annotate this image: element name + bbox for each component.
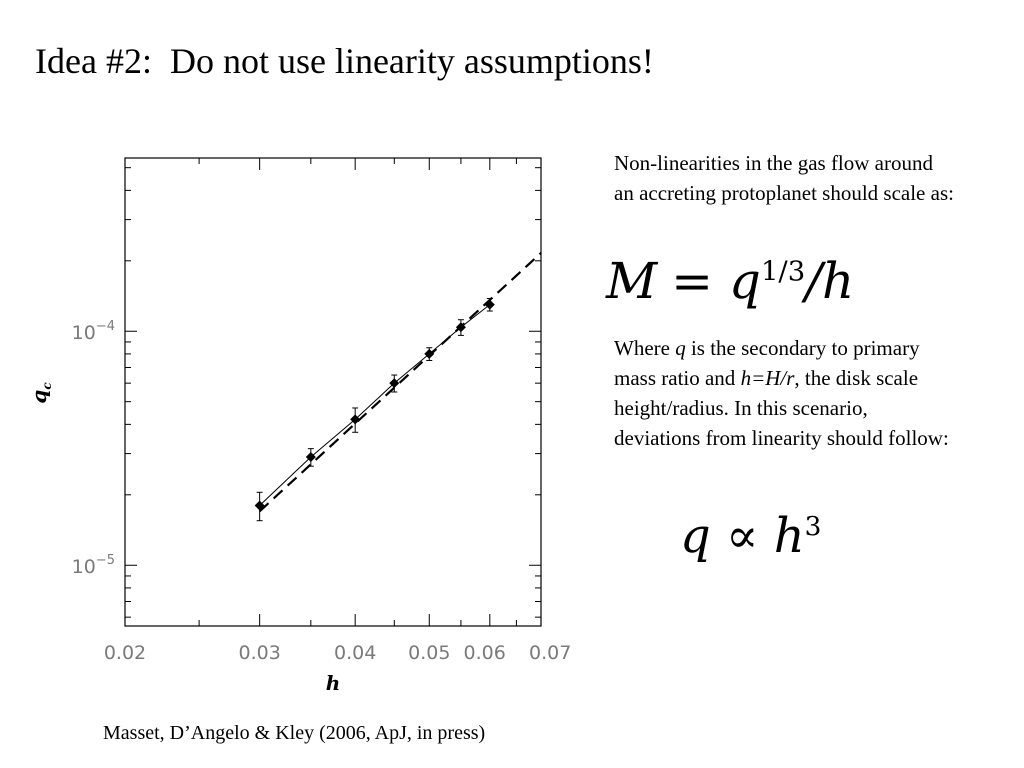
fit-line-group	[258, 252, 542, 513]
x-tick-labels: 0.02 0.03 0.04 0.05 0.06 0.07	[104, 642, 571, 664]
y-tick-label-exponent: −5	[96, 553, 115, 568]
equation-1-lhs: M	[606, 252, 657, 310]
x-tick-label: 0.04	[334, 642, 376, 664]
y-tick-label-exponent: −4	[96, 319, 115, 334]
data-point-diamond	[389, 378, 400, 389]
description-definitions: Where q is the secondary to primary mass…	[614, 333, 954, 453]
data-point-diamond	[424, 348, 435, 359]
description-2-q: q	[675, 336, 686, 360]
description-2-part2: is the secondary to primary mass ratio a…	[614, 336, 920, 390]
equation-1-exponent: 1/3	[760, 255, 806, 288]
x-tick-label: 0.07	[529, 642, 571, 664]
data-point-diamond	[254, 500, 265, 511]
data-point-diamond	[305, 452, 316, 463]
equation-proportionality: q ∝ h3	[680, 508, 821, 564]
equation-2-base: h	[773, 508, 805, 564]
svg-text:qc: qc	[27, 382, 54, 404]
plot-frame	[124, 157, 542, 627]
description-2-part1: Where	[614, 336, 676, 360]
equation-1-equals: =	[671, 252, 714, 310]
axis-ticks	[124, 158, 542, 626]
y-tick-labels: 10−410−5	[72, 319, 115, 578]
data-point-diamond	[455, 322, 466, 333]
y-tick-label: 10−4	[72, 319, 115, 344]
y-tick-label: 10−5	[72, 553, 115, 578]
x-tick-label: 0.05	[408, 642, 450, 664]
equation-1-divisor: /h	[805, 252, 855, 310]
description-2-part3: , the disk scale height/radius. In this …	[614, 366, 949, 450]
x-axis-label: h	[326, 671, 341, 695]
equation-mach-number: M = q1/3/h	[606, 252, 854, 310]
x-tick-label: 0.06	[463, 642, 505, 664]
equation-2-lhs: q	[680, 508, 711, 564]
equation-1-base: q	[728, 252, 761, 310]
x-tick-label: 0.02	[104, 642, 146, 664]
fit-line-dashed	[258, 252, 542, 513]
data-point-diamond	[350, 414, 361, 425]
citation: Masset, D’Angelo & Kley (2006, ApJ, in p…	[103, 722, 486, 744]
description-nonlinearity: Non-linearities in the gas flow around a…	[614, 151, 954, 205]
description-2-h-definition: h=H/r	[740, 366, 795, 390]
y-axis-label: q	[27, 390, 51, 404]
y-tick-label-mantissa: 10	[72, 322, 96, 344]
data-series-group	[254, 298, 495, 522]
equation-2-relation: ∝	[726, 508, 759, 564]
equation-2-exponent: 3	[804, 511, 822, 542]
y-axis-label-subscript: c	[40, 382, 54, 390]
data-point-diamond	[484, 299, 495, 310]
x-tick-label: 0.03	[238, 642, 280, 664]
y-axis-label-group: qc	[27, 382, 54, 404]
y-tick-label-mantissa: 10	[72, 556, 96, 578]
slide-title: Idea #2: Do not use linearity assumption…	[35, 41, 654, 81]
